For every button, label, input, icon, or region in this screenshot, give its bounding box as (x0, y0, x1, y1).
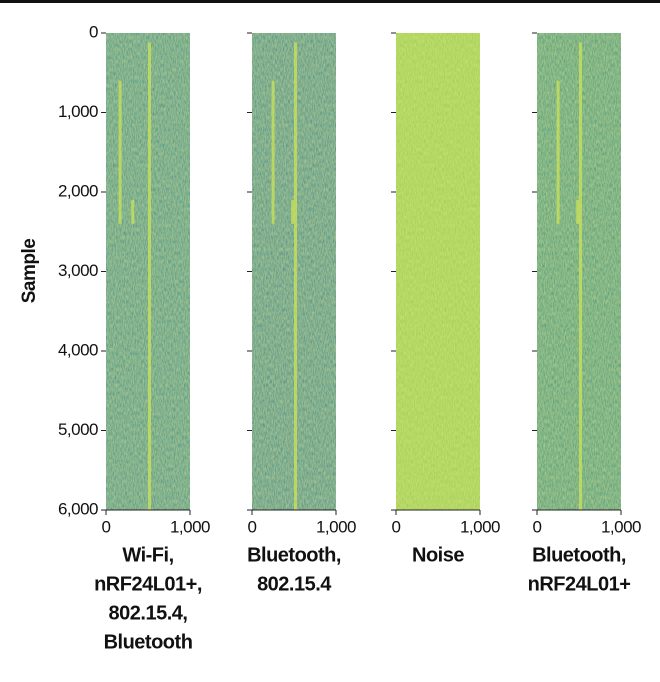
x-tick-label: 1,000 (601, 517, 641, 536)
signal-streak (576, 199, 580, 224)
signal-streak (294, 42, 297, 510)
y-tick-label: 5,000 (58, 420, 98, 439)
panel-title: Wi-Fi, (122, 544, 173, 566)
panel-title: Noise (412, 544, 464, 566)
top-rule (0, 0, 660, 3)
signal-streak (579, 42, 582, 510)
x-tick-label: 1,000 (316, 517, 356, 536)
y-tick-label: 1,000 (58, 102, 98, 121)
panel-title: Bluetooth, (247, 544, 341, 566)
y-axis-label: Sample (19, 239, 40, 304)
panel-title: nRF24L01+ (528, 573, 631, 595)
signal-streak (131, 199, 135, 224)
x-tick-label: 0 (102, 517, 111, 536)
panel-title: 802.15.4, (109, 602, 188, 624)
panel-title: 802.15.4 (257, 573, 332, 595)
signal-streak (271, 80, 275, 224)
panel-title: nRF24L01+, (94, 573, 202, 595)
x-tick-label: 1,000 (170, 517, 210, 536)
y-tick-label: 4,000 (58, 340, 98, 359)
y-tick-label: 2,000 (58, 181, 98, 200)
signal-streak (148, 42, 151, 510)
x-tick-label: 1,000 (460, 517, 500, 536)
x-tick-label: 0 (248, 517, 257, 536)
signal-streak (291, 199, 295, 224)
panel-title: Bluetooth (104, 631, 193, 653)
signal-streak (556, 80, 560, 224)
signal-streak (118, 80, 122, 224)
panel-title: Bluetooth, (532, 544, 626, 566)
y-tick-label: 3,000 (58, 261, 98, 280)
x-tick-label: 0 (533, 517, 542, 536)
x-tick-label: 0 (392, 517, 401, 536)
heatmap (396, 33, 480, 510)
y-tick-label: 0 (89, 22, 98, 41)
y-tick-label: 6,000 (58, 499, 98, 518)
